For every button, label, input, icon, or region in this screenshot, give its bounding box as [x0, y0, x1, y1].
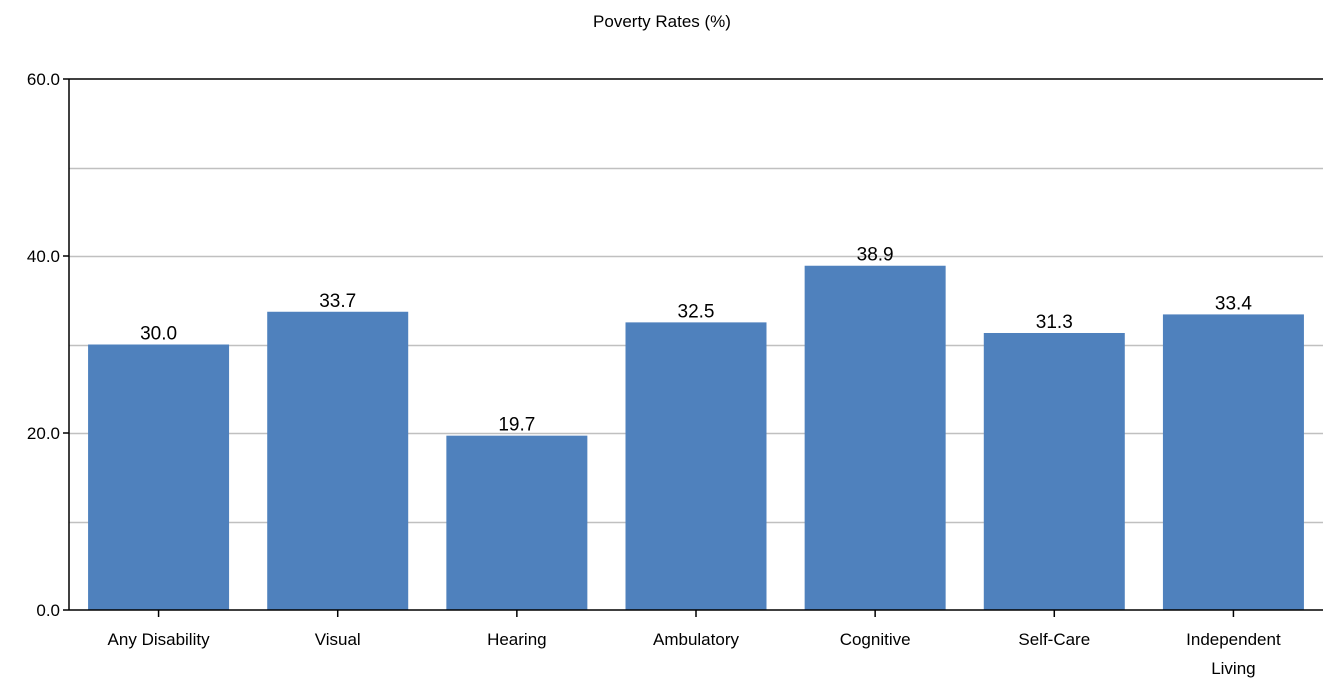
y-tick-label: 20.0 [27, 424, 60, 443]
x-category-label: Cognitive [840, 630, 911, 649]
y-axis-ticks: 0.0 20.0 40.0 60.0 [27, 70, 69, 620]
x-category-label: Independent [1186, 630, 1281, 649]
y-tick-label: 40.0 [27, 247, 60, 266]
x-category-label: Ambulatory [653, 630, 739, 649]
bar [88, 344, 230, 610]
bar [983, 332, 1125, 610]
bar [804, 265, 946, 610]
bar [1162, 314, 1304, 610]
bar-value-label: 19.7 [498, 415, 535, 436]
bar-value-label: 30.0 [140, 324, 177, 345]
bar [625, 322, 767, 610]
x-category-label: Hearing [487, 630, 547, 649]
bar [267, 311, 409, 610]
y-tick-label: 60.0 [27, 70, 60, 89]
y-tick-label: 0.0 [36, 601, 60, 620]
bar-value-label: 32.5 [678, 301, 715, 322]
x-category-label: Self-Care [1018, 630, 1090, 649]
bar-value-label: 33.4 [1215, 293, 1252, 314]
value-labels: 30.0 33.7 19.7 32.5 38.9 31.3 33.4 [140, 245, 1252, 436]
x-category-label: Living [1211, 659, 1255, 678]
chart-title: Poverty Rates (%) [593, 12, 731, 31]
x-category-label: Visual [315, 630, 361, 649]
bars [88, 265, 1304, 610]
bar-value-label: 31.3 [1036, 312, 1073, 333]
x-category-label: Any Disability [108, 630, 211, 649]
bar [446, 435, 588, 610]
x-axis-labels: Any Disability Visual Hearing Ambulatory Cog… [108, 610, 1281, 678]
bar-value-label: 38.9 [857, 245, 894, 266]
bar-value-label: 33.7 [319, 291, 356, 312]
